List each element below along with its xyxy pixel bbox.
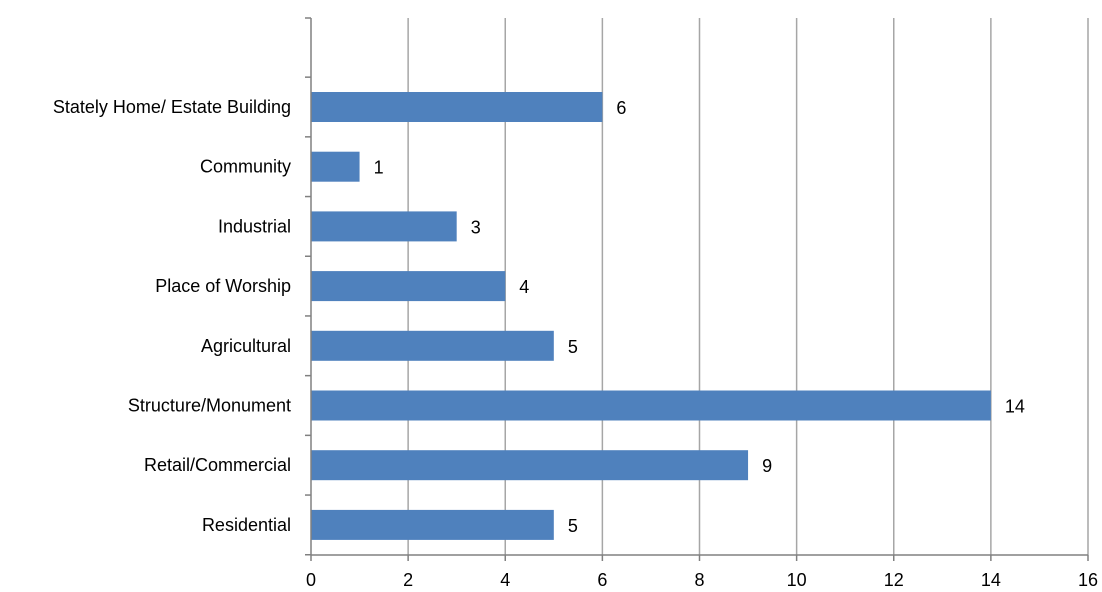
bars [311,92,991,540]
category-label: Place of Worship [155,276,291,296]
data-label: 4 [519,277,529,297]
bar-industrial [311,211,457,242]
x-tick-label: 14 [981,570,1001,590]
category-label: Residential [202,515,291,535]
bar-agricultural [311,330,554,361]
bar-community [311,151,360,182]
data-label: 9 [762,456,772,476]
data-label: 6 [616,98,626,118]
x-tick-label: 4 [500,570,510,590]
data-label: 14 [1005,397,1025,417]
bar-place-of-worship [311,271,506,302]
data-label: 5 [568,516,578,536]
x-tick-label: 2 [403,570,413,590]
data-label: 1 [374,158,384,178]
axes [305,17,1089,561]
bar-retail-commercial [311,450,749,481]
category-label: Stately Home/ Estate Building [53,97,291,117]
x-tick-label: 12 [884,570,904,590]
category-label: Retail/Commercial [144,455,291,475]
x-tick-label: 16 [1078,570,1098,590]
category-label: Community [200,157,291,177]
x-tick-label: 0 [306,570,316,590]
bar-residential [311,509,554,540]
bar-structure-monument [311,390,991,421]
x-tick-label: 8 [694,570,704,590]
category-label: Structure/Monument [128,396,291,416]
category-label: Agricultural [201,336,291,356]
x-tick-label: 10 [787,570,807,590]
category-label: Industrial [218,216,291,236]
data-label: 3 [471,217,481,237]
data-label: 5 [568,337,578,357]
bar-stately-home-estate-building [311,92,603,122]
x-tick-label: 6 [597,570,607,590]
